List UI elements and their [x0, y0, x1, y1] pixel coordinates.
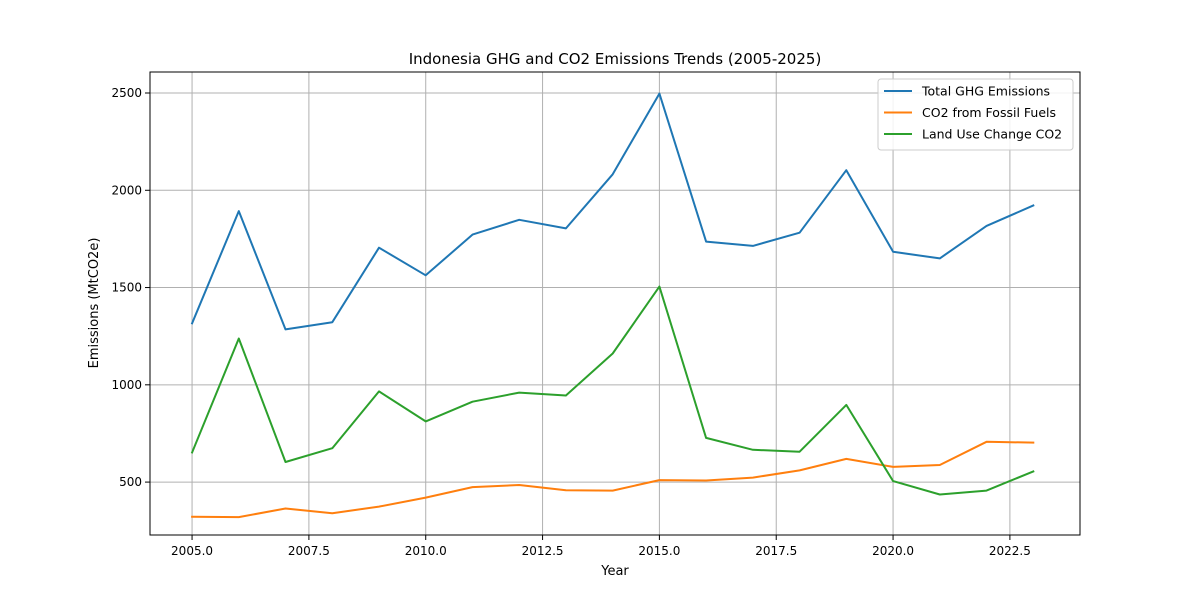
- y-tick-label: 2500: [111, 86, 142, 100]
- series-line-2: [191, 440, 1035, 519]
- x-tick-label: 2007.5: [288, 544, 330, 558]
- x-tick-label: 2017.5: [755, 544, 797, 558]
- y-tick-label: 1000: [111, 378, 142, 392]
- series-line-3: [190, 285, 1035, 496]
- x-tick-label: 2020.0: [872, 544, 914, 558]
- y-tick-label: 1500: [111, 281, 142, 295]
- x-tick-label: 2022.5: [989, 544, 1031, 558]
- x-axis-label: Year: [600, 564, 629, 579]
- legend-entries: Total GHG Emissions CO2 from Fossil Fuels…: [884, 84, 1062, 142]
- y-axis-label: Emissions (MtCO2e): [87, 238, 102, 369]
- series-line-1: [190, 92, 1035, 331]
- axis-ticks: 2005.0 2007.5 2010.0 2012.5 2015.0 2017.5 2020…: [111, 86, 1030, 558]
- legend-label: Total GHG Emissions: [921, 84, 1050, 99]
- chart-title: Indonesia GHG and CO2 Emissions Trends (…: [409, 50, 822, 68]
- data-series: [190, 92, 1035, 519]
- x-tick-label: 2005.0: [171, 544, 213, 558]
- y-tick-label: 500: [119, 475, 142, 489]
- x-tick-label: 2012.5: [522, 544, 564, 558]
- legend-label: CO2 from Fossil Fuels: [922, 105, 1056, 120]
- legend-label: Land Use Change CO2: [922, 127, 1062, 142]
- x-tick-label: 2015.0: [638, 544, 680, 558]
- legend: Total GHG Emissions CO2 from Fossil Fuels…: [877, 78, 1074, 151]
- plot-frame: [149, 71, 1081, 536]
- y-tick-label: 2000: [111, 183, 142, 197]
- x-tick-label: 2010.0: [405, 544, 447, 558]
- legend-box: [877, 78, 1074, 151]
